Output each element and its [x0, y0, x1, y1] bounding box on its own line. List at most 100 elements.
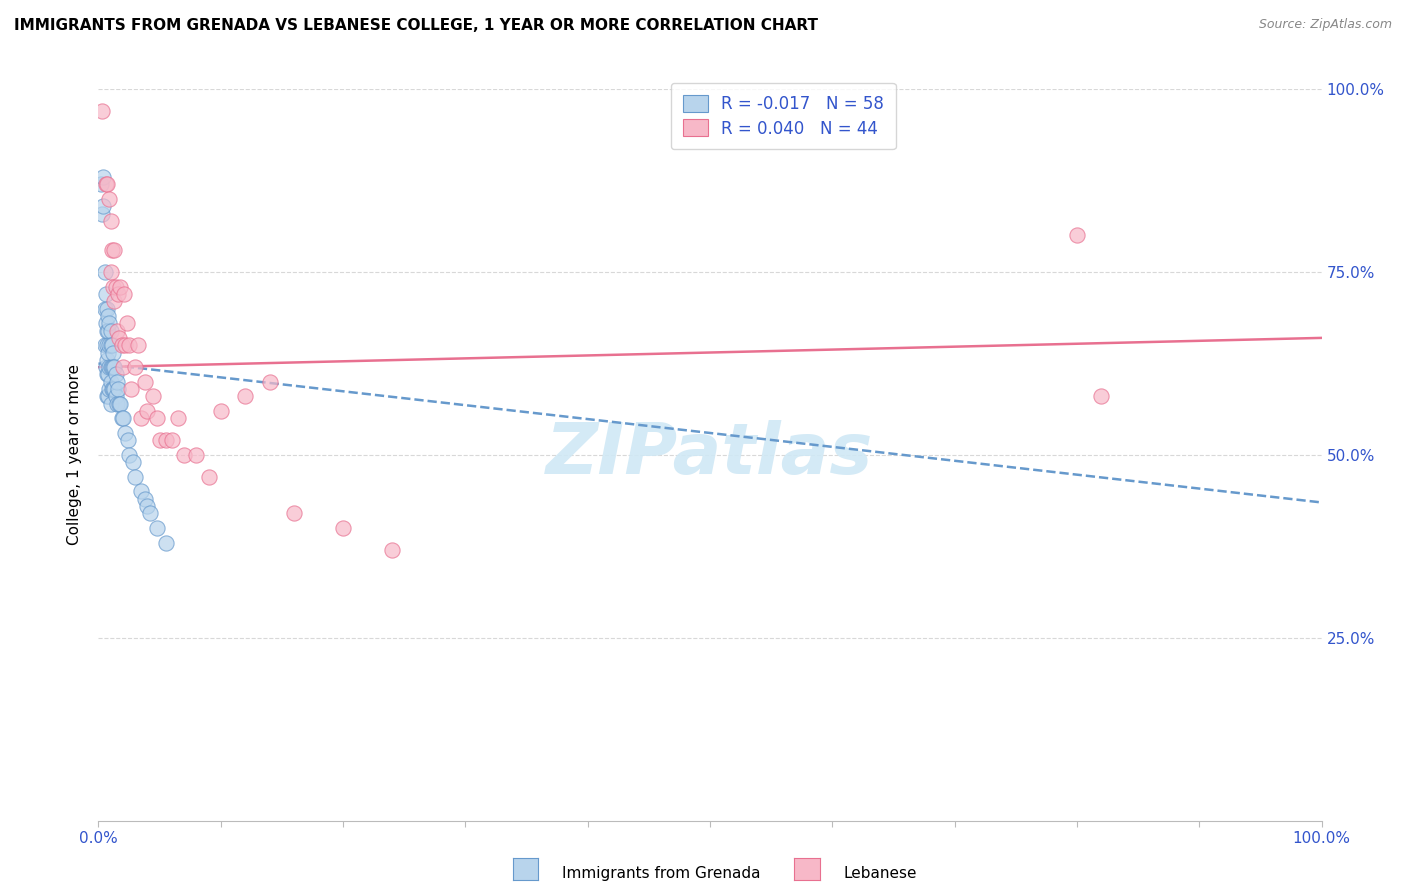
- Point: [149, 434, 172, 448]
- Point: [94, 287, 117, 301]
- Point: [167, 411, 190, 425]
- Point: [118, 338, 141, 352]
- Point: [103, 243, 125, 257]
- Point: [100, 397, 122, 411]
- Point: [91, 169, 114, 184]
- Point: [118, 448, 141, 462]
- Point: [96, 301, 118, 316]
- Point: [104, 389, 127, 403]
- Point: [96, 324, 118, 338]
- Point: [332, 521, 354, 535]
- Point: [134, 491, 156, 506]
- Point: [124, 470, 146, 484]
- Text: Lebanese: Lebanese: [844, 866, 917, 881]
- Text: IMMIGRANTS FROM GRENADA VS LEBANESE COLLEGE, 1 YEAR OR MORE CORRELATION CHART: IMMIGRANTS FROM GRENADA VS LEBANESE COLL…: [14, 18, 818, 33]
- Point: [146, 411, 169, 425]
- Point: [105, 375, 128, 389]
- Point: [101, 360, 124, 375]
- Point: [101, 279, 124, 293]
- Point: [117, 434, 139, 448]
- Point: [93, 301, 115, 316]
- Point: [98, 316, 121, 330]
- Point: [104, 368, 127, 382]
- Point: [1090, 389, 1112, 403]
- Point: [283, 507, 305, 521]
- Legend: R = -0.017   N = 58, R = 0.040   N = 44: R = -0.017 N = 58, R = 0.040 N = 44: [671, 83, 896, 149]
- Point: [90, 178, 112, 192]
- Point: [100, 324, 122, 338]
- Point: [96, 352, 118, 367]
- Point: [142, 389, 165, 403]
- Point: [110, 397, 132, 411]
- Point: [136, 404, 159, 418]
- Point: [98, 338, 121, 352]
- Point: [96, 338, 118, 352]
- Point: [105, 397, 128, 411]
- Y-axis label: College, 1 year or more: College, 1 year or more: [67, 365, 83, 545]
- Point: [93, 338, 115, 352]
- Point: [197, 470, 219, 484]
- Point: [259, 375, 281, 389]
- Point: [101, 243, 124, 257]
- Point: [97, 345, 120, 359]
- Point: [186, 448, 208, 462]
- Point: [94, 360, 117, 375]
- Point: [139, 507, 162, 521]
- Point: [97, 389, 120, 403]
- Point: [100, 338, 122, 352]
- Point: [100, 360, 122, 375]
- Point: [100, 265, 122, 279]
- Text: Immigrants from Grenada: Immigrants from Grenada: [562, 866, 761, 881]
- Point: [97, 309, 120, 323]
- Text: ZIPatlas: ZIPatlas: [547, 420, 873, 490]
- Point: [114, 425, 136, 440]
- Point: [103, 382, 125, 396]
- Point: [91, 199, 114, 213]
- Point: [115, 316, 138, 330]
- Point: [129, 411, 152, 425]
- Point: [233, 389, 256, 403]
- Point: [96, 389, 118, 403]
- Point: [96, 178, 118, 192]
- Point: [111, 411, 134, 425]
- Point: [114, 338, 136, 352]
- Point: [136, 499, 159, 513]
- Point: [98, 192, 121, 206]
- Point: [111, 338, 134, 352]
- Point: [107, 382, 129, 396]
- Point: [155, 535, 177, 549]
- Point: [103, 294, 125, 309]
- Text: Source: ZipAtlas.com: Source: ZipAtlas.com: [1258, 18, 1392, 31]
- Point: [101, 338, 124, 352]
- Point: [93, 265, 115, 279]
- Point: [98, 382, 121, 396]
- Point: [155, 434, 177, 448]
- Point: [129, 484, 152, 499]
- Point: [124, 360, 146, 375]
- Point: [160, 434, 183, 448]
- Point: [101, 360, 124, 375]
- Point: [134, 375, 156, 389]
- Point: [100, 214, 122, 228]
- Point: [112, 287, 135, 301]
- Point: [110, 279, 132, 293]
- Point: [91, 206, 114, 220]
- Point: [107, 287, 129, 301]
- Point: [103, 360, 125, 375]
- Point: [108, 331, 131, 345]
- Point: [209, 404, 232, 418]
- Point: [100, 375, 122, 389]
- Point: [381, 543, 404, 558]
- Point: [173, 448, 195, 462]
- Point: [101, 382, 124, 396]
- Point: [146, 521, 169, 535]
- Point: [91, 104, 114, 119]
- Point: [127, 338, 149, 352]
- Point: [98, 360, 121, 375]
- Point: [1066, 228, 1088, 243]
- Point: [105, 324, 128, 338]
- Point: [94, 178, 117, 192]
- Point: [97, 324, 120, 338]
- Point: [121, 455, 143, 469]
- Point: [111, 411, 134, 425]
